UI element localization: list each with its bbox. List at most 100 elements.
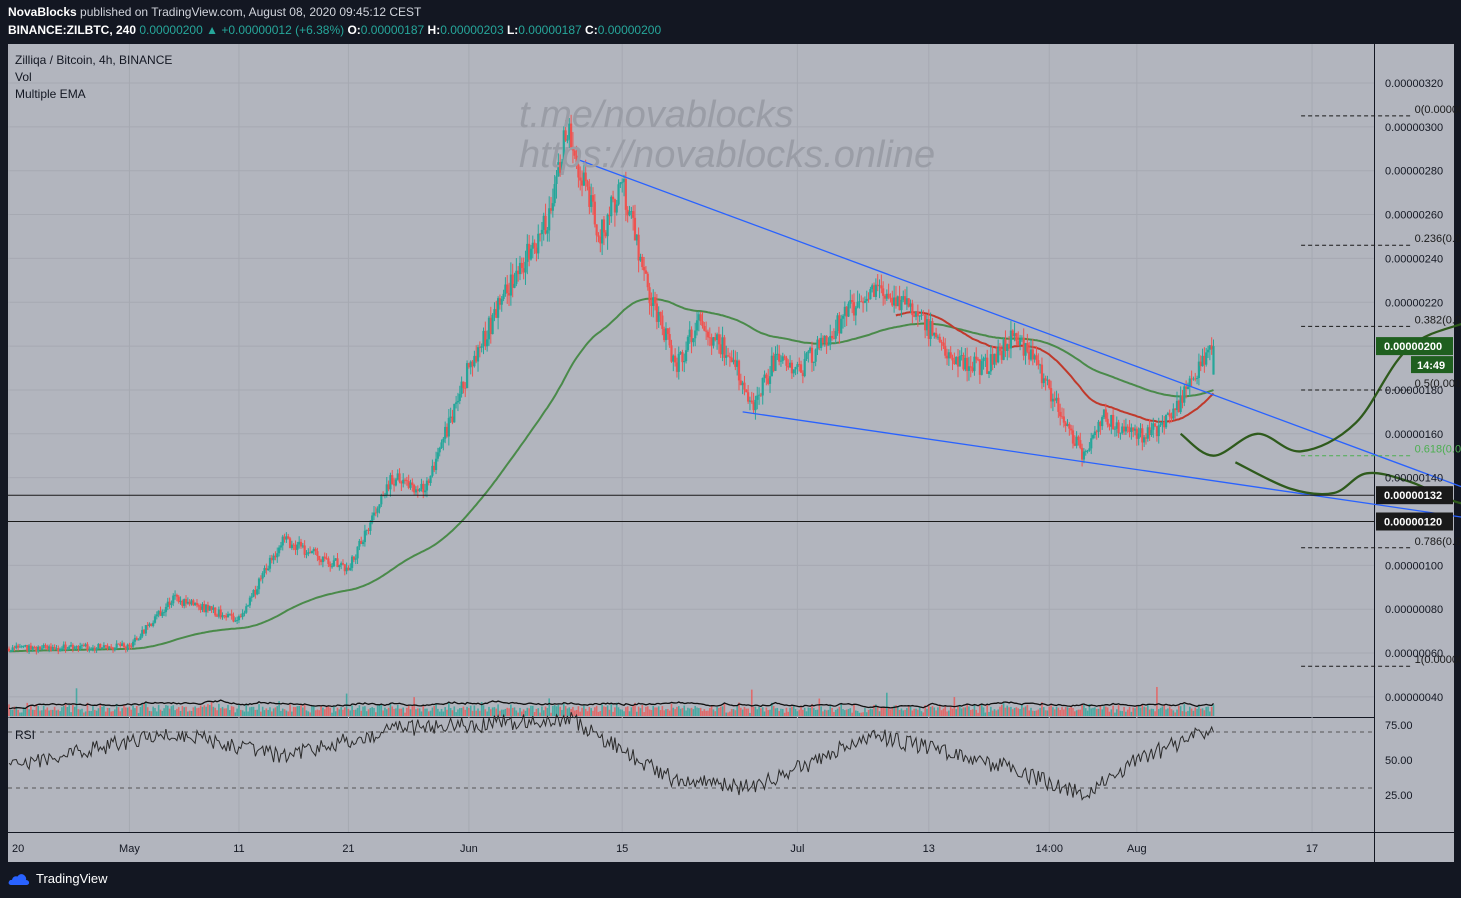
rsi-pane[interactable]: [8, 718, 1374, 832]
volume-bar: [1168, 706, 1171, 716]
candle-body: [902, 296, 905, 300]
candle-body: [73, 647, 76, 650]
volume-bar: [48, 710, 50, 716]
candle-body: [1210, 345, 1213, 350]
volume-bar: [161, 710, 164, 716]
candle-body: [601, 219, 604, 244]
volume-bar: [1083, 704, 1085, 716]
time-tick-label: 14:00: [1035, 843, 1063, 855]
horizontal-lines[interactable]: [8, 494, 1374, 522]
fib-retracement[interactable]: 0(0.00000305) 0.236(0.00000246) 0.382(0.00…: [1301, 104, 1461, 667]
chart-svg[interactable]: 0(0.00000305) 0.236(0.00000246) 0.382(0.00…: [0, 44, 1461, 862]
candle-body: [664, 328, 668, 341]
volume-bar: [263, 710, 266, 716]
volume-bar: [864, 708, 866, 716]
volume-bar: [176, 708, 178, 716]
volume-bar: [188, 710, 191, 716]
volume-bar: [811, 704, 813, 716]
candle-body: [347, 567, 350, 571]
volume-bar: [305, 710, 308, 716]
projections[interactable]: [1179, 254, 1461, 505]
volume-bar: [1092, 707, 1094, 716]
volume-bar: [208, 704, 211, 716]
candle-body: [920, 314, 923, 316]
volume-bar: [1084, 708, 1087, 716]
time-tick-label: 13: [923, 843, 935, 855]
countdown-label: 14:49: [1417, 360, 1445, 372]
candle-body: [334, 558, 337, 561]
volume-bar: [911, 710, 914, 716]
volume-bar: [836, 708, 839, 716]
candle-body: [398, 473, 401, 482]
candle-body: [122, 643, 126, 648]
candle-body: [1048, 379, 1051, 389]
legend-vol[interactable]: Vol: [15, 70, 32, 84]
candle-body: [975, 356, 978, 360]
volume-bar: [223, 708, 226, 716]
high-value: 0.00000203: [440, 23, 504, 37]
candle-body: [799, 364, 803, 373]
candle-body: [102, 645, 105, 648]
candle-body: [562, 130, 565, 162]
rsi-label[interactable]: RSI: [15, 728, 35, 742]
candle-body: [372, 512, 376, 516]
candle-body: [820, 337, 823, 348]
time-axis[interactable]: [8, 833, 1374, 862]
volume-bar: [750, 689, 753, 716]
candle-body: [1212, 346, 1215, 375]
watermark-line-1: t.me/novablocks: [519, 94, 794, 136]
rsi-tick-label: 75.00: [1385, 720, 1413, 732]
candle-body: [130, 646, 133, 648]
volume-bar: [88, 710, 91, 716]
volume-bar: [791, 706, 793, 716]
volume-bar: [497, 704, 499, 716]
legend-title[interactable]: Zilliqa / Bitcoin, 4h, BINANCE: [15, 53, 172, 67]
candle-body: [818, 339, 821, 348]
volume-bar: [375, 712, 377, 716]
volume-bar: [948, 710, 950, 716]
candle-body: [17, 645, 20, 648]
candle-body: [205, 604, 208, 613]
candle-body: [1040, 364, 1044, 384]
fib-label: 0.5(0.00000180): [1415, 378, 1461, 390]
main-pane[interactable]: [8, 44, 1374, 717]
legend-ema[interactable]: Multiple EMA: [15, 87, 86, 101]
candle-body: [854, 307, 857, 316]
candle-body: [418, 488, 421, 492]
candle-body: [226, 614, 230, 618]
volume-bar: [1212, 704, 1215, 716]
candle-body: [776, 353, 779, 355]
volume-bar: [250, 706, 253, 716]
countdown-badge: [1411, 356, 1453, 374]
candle-body: [243, 612, 246, 614]
volume-bar: [491, 707, 494, 716]
volume-bar: [648, 709, 651, 716]
price-axis[interactable]: [1375, 44, 1454, 832]
candle-body: [575, 155, 578, 165]
volume-bar: [809, 708, 811, 716]
volume-bar: [8, 704, 10, 716]
candle-body: [851, 300, 854, 302]
candle-body: [641, 256, 644, 268]
volume-bar: [460, 707, 463, 716]
candle-body: [872, 285, 876, 297]
volume-bar: [594, 707, 596, 716]
candle-body: [1068, 424, 1071, 429]
candle-body: [44, 645, 47, 646]
volume-bar: [325, 707, 328, 716]
candle-body: [1086, 450, 1089, 452]
trendlines[interactable]: [578, 159, 1461, 537]
volume-bar: [590, 708, 592, 716]
candle-body: [144, 625, 147, 634]
chart-area[interactable]: 0(0.00000305) 0.236(0.00000246) 0.382(0.00…: [0, 44, 1461, 862]
tradingview-logo[interactable]: TradingView: [8, 871, 108, 886]
volume-bar: [1033, 710, 1036, 716]
volume-bar: [152, 706, 154, 716]
candle-body: [1108, 424, 1111, 427]
candle-body: [865, 298, 868, 301]
volume-bar: [959, 705, 961, 716]
candle-body: [657, 311, 660, 322]
publisher-name[interactable]: NovaBlocks: [8, 5, 77, 19]
volume-bar: [659, 710, 662, 716]
volume-bar: [203, 705, 206, 716]
